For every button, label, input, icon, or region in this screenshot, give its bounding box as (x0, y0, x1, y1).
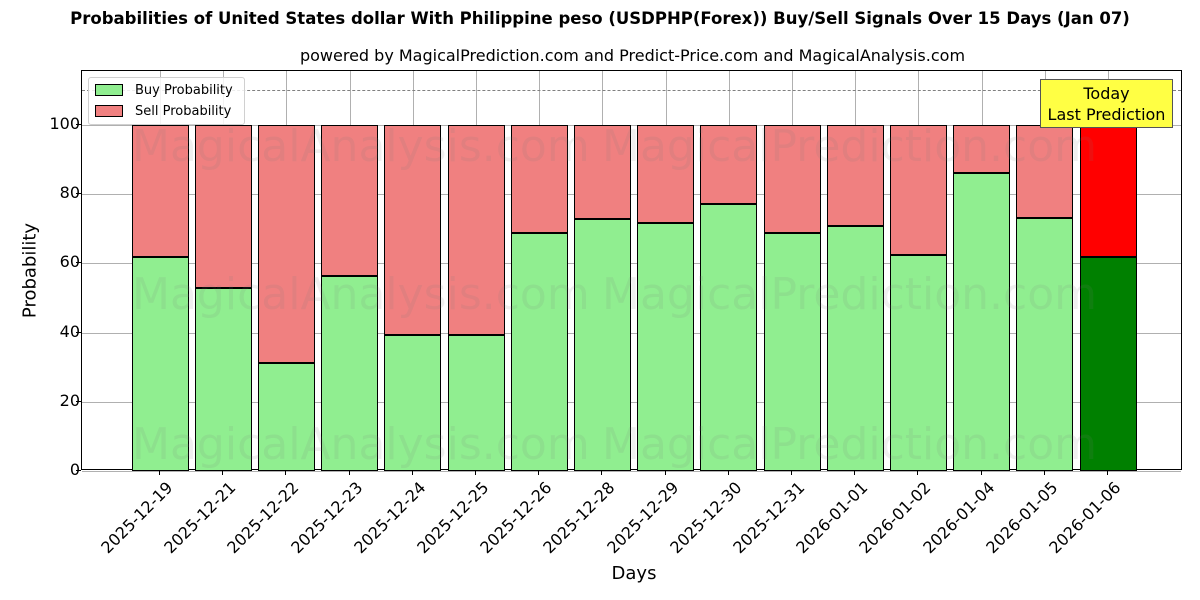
plot-area: MagicalAnalysis.comMagicalPrediction.com… (81, 70, 1182, 472)
buy-bar (1079, 257, 1137, 471)
legend: Buy Probability Sell Probability (88, 77, 245, 125)
buy-bar (637, 222, 695, 471)
sell-bar (953, 125, 1011, 174)
x-tick-mark (538, 470, 540, 475)
y-tick-mark (76, 262, 81, 264)
buy-bar (700, 203, 758, 471)
y-tick-label: 0 (69, 460, 80, 479)
grid-line-horizontal (82, 263, 1181, 265)
sell-bar (637, 125, 695, 223)
y-tick-mark (76, 400, 81, 402)
reference-line (82, 90, 1181, 92)
sell-bar (447, 125, 505, 336)
x-tick-mark (727, 470, 729, 475)
sell-bar (1016, 125, 1074, 219)
chart-title: Probabilities of United States dollar Wi… (70, 9, 1130, 28)
x-axis-title: Days (611, 563, 657, 584)
sell-bar (573, 125, 631, 220)
buy-bar (1016, 218, 1074, 471)
buy-bar (510, 232, 568, 471)
sell-bar (384, 125, 442, 336)
grid-line-horizontal (82, 125, 1181, 126)
y-tick-label: 60 (59, 252, 80, 272)
sell-bar (700, 125, 758, 204)
y-axis-title: Probability (19, 222, 41, 319)
sell-bar (1079, 125, 1137, 258)
y-tick-label: 20 (59, 390, 80, 410)
legend-label-sell: Sell Probability (135, 103, 232, 119)
y-tick-mark (76, 331, 81, 333)
x-tick-mark (601, 470, 603, 475)
buy-bar (131, 257, 189, 471)
buy-bar (573, 219, 631, 471)
grid-line-horizontal (82, 194, 1181, 196)
grid-line-horizontal (82, 401, 1181, 403)
legend-item-buy: Buy Probability (95, 82, 233, 98)
x-tick-mark (348, 470, 350, 475)
x-tick-mark (285, 470, 287, 475)
y-tick-mark (76, 124, 81, 125)
sell-bar (763, 125, 821, 233)
sell-bar (131, 125, 189, 258)
buy-bar (321, 275, 379, 471)
y-tick-mark (76, 193, 81, 195)
x-tick-mark (791, 470, 792, 475)
sell-swatch-icon (95, 105, 123, 117)
x-tick-mark (854, 470, 856, 475)
x-tick-mark (980, 470, 982, 475)
today-annotation-line1: Today (1083, 84, 1130, 103)
y-tick-label: 100 (49, 114, 80, 133)
buy-bar (194, 287, 252, 471)
x-tick-mark (159, 470, 160, 475)
sell-bar (889, 125, 947, 256)
sell-bar (257, 125, 315, 364)
x-tick-mark (1107, 470, 1108, 475)
buy-bar (384, 335, 442, 471)
buy-bar (763, 232, 821, 471)
legend-item-sell: Sell Probability (95, 103, 231, 119)
x-tick-mark (664, 470, 666, 475)
sell-bar (194, 125, 252, 288)
buy-bar (953, 173, 1011, 471)
grid-line-horizontal (82, 332, 1181, 334)
x-tick-mark (917, 470, 919, 475)
chart-subtitle: powered by MagicalPrediction.com and Pre… (299, 46, 966, 65)
legend-label-buy: Buy Probability (135, 82, 233, 98)
today-annotation-line2: Last Prediction (1047, 105, 1166, 124)
y-tick-label: 40 (59, 321, 80, 341)
sell-bar (321, 125, 379, 276)
x-tick-mark (475, 470, 476, 475)
grid-line-horizontal (82, 471, 1181, 472)
buy-swatch-icon (95, 84, 123, 96)
x-tick-mark (411, 470, 413, 475)
y-tick-label: 80 (59, 183, 80, 203)
y-tick-mark (76, 470, 81, 471)
x-tick-mark (1043, 470, 1045, 475)
buy-bar (257, 363, 315, 471)
today-annotation: Today Last Prediction (1040, 79, 1173, 128)
sell-bar (826, 125, 884, 227)
x-tick-mark (222, 470, 224, 475)
buy-bar (826, 226, 884, 471)
sell-bar (510, 125, 568, 233)
buy-bar (889, 255, 947, 471)
buy-bar (447, 335, 505, 471)
